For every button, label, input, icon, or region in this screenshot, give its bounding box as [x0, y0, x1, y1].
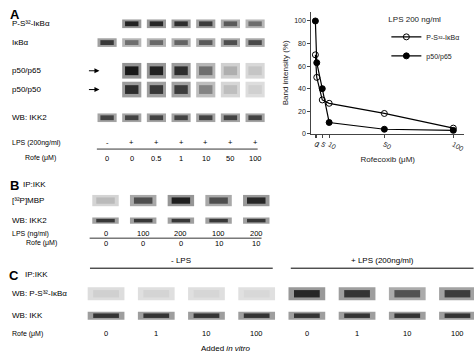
svg-text:B: B [10, 178, 19, 193]
svg-text:1: 1 [179, 154, 183, 163]
svg-text:IκBα: IκBα [12, 38, 29, 47]
svg-text:100: 100 [249, 154, 262, 163]
svg-text:-: - [106, 138, 109, 147]
svg-text:+ LPS (200ng/ml): + LPS (200ng/ml) [351, 256, 414, 265]
svg-text:0: 0 [313, 140, 320, 148]
svg-text:10: 10 [215, 239, 223, 248]
svg-text:100: 100 [451, 329, 464, 338]
svg-text:0: 0 [179, 239, 183, 248]
svg-text:0: 0 [302, 130, 306, 137]
svg-text:WB: IKK: WB: IKK [12, 311, 43, 320]
svg-text:+: + [179, 138, 184, 147]
svg-text:LPS 200 ng/ml: LPS 200 ng/ml [388, 15, 441, 24]
svg-text:0: 0 [130, 154, 134, 163]
svg-text:WB: P-S³²-IκBα: WB: P-S³²-IκBα [12, 289, 67, 298]
svg-text:IP:IKK: IP:IKK [23, 180, 46, 189]
svg-text:[³²P]MBP: [³²P]MBP [12, 196, 44, 205]
svg-text:10: 10 [327, 140, 337, 150]
svg-text:0.5: 0.5 [151, 154, 161, 163]
svg-text:P-S³²-IκBα: P-S³²-IκBα [426, 34, 459, 41]
svg-text:Rofe (μM): Rofe (μM) [26, 239, 57, 247]
svg-text:200: 200 [250, 229, 263, 238]
svg-text:100: 100 [250, 329, 263, 338]
svg-text:IP:IKK: IP:IKK [25, 270, 48, 279]
svg-text:100: 100 [451, 140, 465, 152]
svg-text:P-S³²-IκBα: P-S³²-IκBα [12, 19, 50, 28]
svg-text:10: 10 [202, 154, 210, 163]
svg-text:0: 0 [104, 329, 108, 338]
svg-text:10: 10 [403, 329, 411, 338]
svg-text:1: 1 [315, 140, 322, 148]
svg-text:p50/p50: p50/p50 [12, 85, 41, 94]
svg-text:0: 0 [305, 329, 309, 338]
svg-text:+: + [203, 138, 208, 147]
svg-text:+: + [228, 138, 233, 147]
svg-text:LPS (ng/ml): LPS (ng/ml) [12, 230, 49, 238]
svg-text:Rofecoxib (μM): Rofecoxib (μM) [361, 155, 416, 164]
svg-text:40: 40 [298, 85, 306, 92]
svg-text:100: 100 [294, 17, 306, 24]
svg-text:0: 0 [104, 239, 108, 248]
svg-text:0: 0 [141, 239, 145, 248]
svg-text:10: 10 [202, 329, 210, 338]
svg-text:+: + [129, 138, 134, 147]
svg-text:50: 50 [382, 140, 392, 150]
svg-text:Added in vitro: Added in vitro [201, 344, 250, 353]
svg-text:60: 60 [298, 63, 306, 70]
svg-text:10: 10 [252, 239, 260, 248]
svg-text:C: C [9, 268, 19, 283]
svg-text:- LPS: - LPS [171, 256, 191, 265]
svg-text:80: 80 [298, 40, 306, 47]
svg-text:Rofe (μM): Rofe (μM) [12, 330, 43, 338]
svg-text:50: 50 [226, 154, 234, 163]
svg-text:1: 1 [355, 329, 359, 338]
svg-text:200: 200 [174, 229, 187, 238]
svg-text:Rofe (μM): Rofe (μM) [25, 154, 56, 162]
svg-text:0: 0 [105, 154, 109, 163]
svg-text:WB: IKK2: WB: IKK2 [12, 113, 47, 122]
svg-text:Band intensity (%): Band intensity (%) [281, 40, 290, 105]
svg-text:20: 20 [298, 108, 306, 115]
svg-text:WB: IKK2: WB: IKK2 [12, 216, 47, 225]
svg-text:+: + [253, 138, 258, 147]
svg-text:100: 100 [137, 229, 150, 238]
svg-text:+: + [154, 138, 159, 147]
svg-text:100: 100 [212, 229, 225, 238]
svg-text:p50/p65: p50/p65 [12, 66, 41, 75]
svg-text:0: 0 [104, 229, 108, 238]
svg-text:p50/p65: p50/p65 [426, 53, 451, 61]
svg-text:A: A [10, 7, 20, 22]
svg-text:5: 5 [320, 140, 327, 148]
svg-text:1: 1 [154, 329, 158, 338]
svg-text:LPS (200ng/ml): LPS (200ng/ml) [12, 139, 61, 147]
